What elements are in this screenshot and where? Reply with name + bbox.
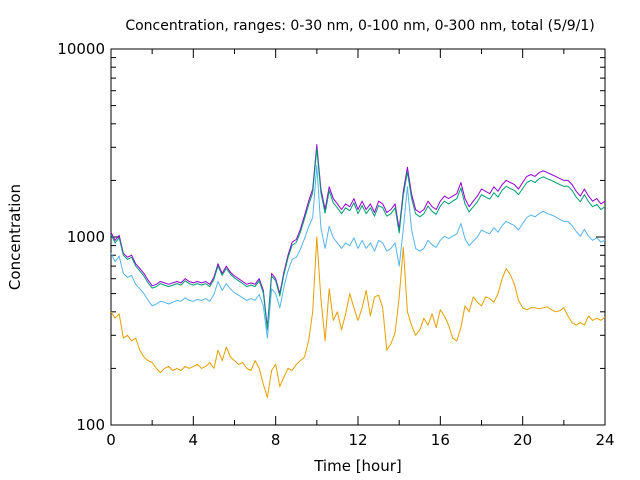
x-axis-label: Time [hour] bbox=[313, 457, 402, 475]
y-axis: 100 1000 10000 bbox=[57, 40, 605, 434]
y-tick-label: 10000 bbox=[57, 40, 105, 58]
series-line-3 bbox=[110, 165, 606, 339]
y-tick-label: 1000 bbox=[67, 228, 105, 246]
series-line-2 bbox=[110, 148, 606, 331]
x-tick-label: 20 bbox=[513, 431, 532, 449]
series-layer bbox=[110, 144, 606, 398]
chart-title: Concentration, ranges: 0-30 nm, 0-100 nm… bbox=[125, 18, 594, 34]
series-line-4 bbox=[110, 236, 606, 398]
x-tick-label: 12 bbox=[348, 431, 367, 449]
y-axis-label: Concentration bbox=[6, 184, 24, 290]
x-tick-label: 4 bbox=[189, 431, 199, 449]
plot-frame bbox=[110, 48, 606, 426]
x-tick-label: 8 bbox=[271, 431, 281, 449]
x-tick-label: 0 bbox=[106, 431, 116, 449]
x-tick-label: 24 bbox=[595, 431, 614, 449]
series-line-1 bbox=[110, 144, 606, 328]
x-tick-label: 16 bbox=[431, 431, 450, 449]
y-tick-label: 100 bbox=[76, 416, 105, 434]
x-axis: 0 4 8 12 16 20 24 bbox=[106, 49, 615, 449]
